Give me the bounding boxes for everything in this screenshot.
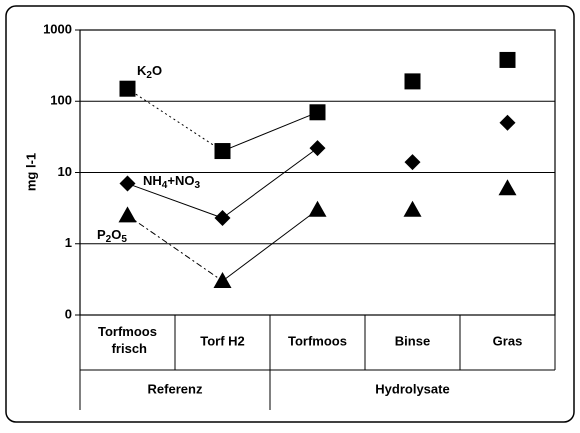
marker xyxy=(119,80,136,97)
frame xyxy=(5,5,575,423)
connector xyxy=(127,183,223,219)
series-label: NH4+NO3 xyxy=(143,173,200,190)
marker xyxy=(403,200,422,217)
marker xyxy=(499,51,516,68)
group-label: Referenz xyxy=(148,381,203,396)
marker xyxy=(309,104,326,121)
y-tick-label: 0 xyxy=(65,306,72,321)
connector xyxy=(222,147,318,219)
x-tick-label: Gras xyxy=(493,333,523,348)
connector xyxy=(127,88,223,152)
marker xyxy=(119,175,136,192)
group-label: Hydrolysate xyxy=(375,381,449,396)
plot-area xyxy=(79,29,556,316)
x-tick-label: Torfmoos xyxy=(288,333,347,348)
connector xyxy=(222,209,318,282)
y-axis-label: mg l-1 xyxy=(23,153,38,191)
marker xyxy=(118,206,137,223)
connector xyxy=(222,111,318,152)
y-tick-label: 100 xyxy=(50,93,72,108)
x-tick-label: Binse xyxy=(395,333,430,348)
marker xyxy=(404,73,421,90)
series-label: P2O5 xyxy=(97,227,127,244)
x-tick-label: Torfmoos frisch xyxy=(98,324,157,356)
marker xyxy=(214,143,231,160)
x-tick-label: Torf H2 xyxy=(200,333,245,348)
marker xyxy=(214,209,231,226)
marker xyxy=(498,179,517,196)
marker xyxy=(213,272,232,289)
marker xyxy=(404,154,421,171)
y-tick-label: 1000 xyxy=(43,21,72,36)
y-tick-label: 1 xyxy=(65,235,72,250)
marker xyxy=(308,200,327,217)
connector xyxy=(127,214,223,282)
marker xyxy=(499,114,516,131)
y-tick-label: 10 xyxy=(58,164,72,179)
series-label: K2O xyxy=(137,63,162,80)
marker xyxy=(309,140,326,157)
